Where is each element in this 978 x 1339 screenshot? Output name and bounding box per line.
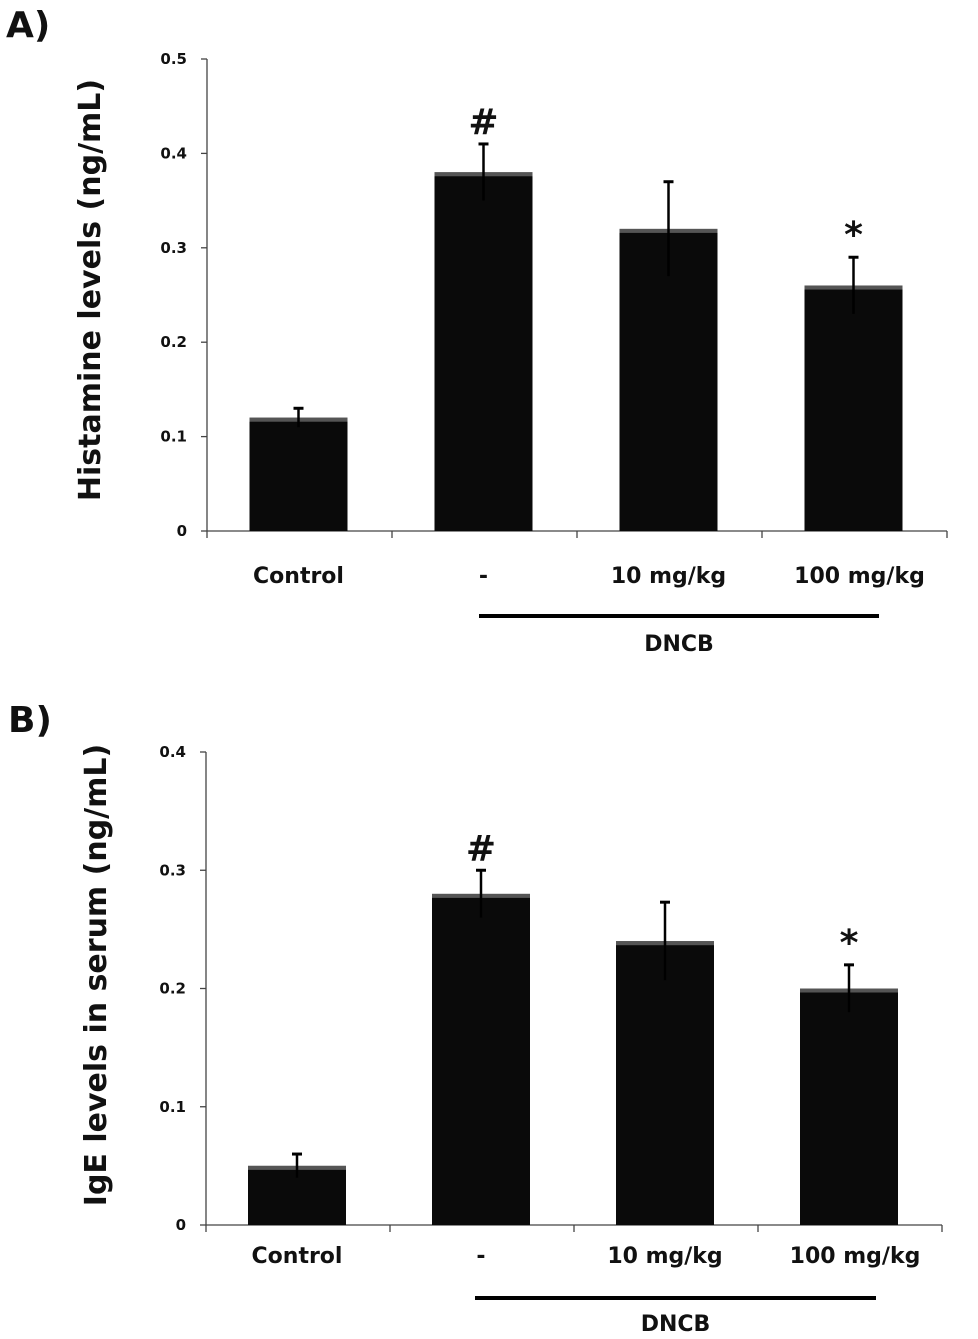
y-tick-label: 0 — [177, 522, 187, 540]
significance-marker: # — [466, 828, 496, 869]
x-category-label: 100 mg/kg — [794, 564, 925, 589]
x-category-label: - — [476, 1244, 485, 1269]
bar-1 — [432, 893, 530, 1225]
bar-0 — [249, 417, 348, 531]
y-tick-label: 0.4 — [160, 144, 187, 162]
group-label: DNCB — [644, 632, 714, 657]
chart-panel-b: B) 0 0.1 0.2 0.3 0.4 IgE levels in serum (ng/m… — [8, 700, 943, 1337]
x-category-label: 100 mg/kg — [790, 1244, 921, 1269]
y-tick-label: 0 — [176, 1216, 186, 1234]
y-tick-label: 0.5 — [160, 50, 187, 68]
y-tick-label: 0.1 — [159, 1098, 186, 1116]
bar-2 — [616, 941, 714, 1225]
y-tick-label: 0.2 — [159, 980, 186, 998]
chart-panel-a: A) 0 0.1 0.2 0.3 0.4 0.5 Histamine levels (ng/m… — [6, 5, 948, 657]
y-tick-label: 0.2 — [160, 333, 187, 351]
group-label: DNCB — [641, 1312, 711, 1337]
bar-2 — [619, 228, 718, 532]
significance-marker: # — [468, 102, 498, 143]
y-tick-label: 0.3 — [159, 861, 186, 879]
y-axis-label: Histamine levels (ng/mL) — [73, 79, 108, 501]
x-category-label: Control — [253, 564, 344, 589]
significance-marker: * — [844, 215, 863, 256]
x-category-label: - — [479, 564, 488, 589]
panel-label: B) — [8, 700, 52, 741]
y-axis-label: IgE levels in serum (ng/mL) — [79, 744, 114, 1206]
x-category-label: Control — [252, 1244, 343, 1269]
y-tick-label: 0.1 — [160, 428, 187, 446]
bar-3 — [800, 988, 898, 1225]
y-tick-label: 0.3 — [160, 239, 187, 257]
panel-label: A) — [6, 5, 50, 46]
bar-1 — [434, 172, 533, 531]
x-category-label: 10 mg/kg — [611, 564, 726, 589]
significance-marker: * — [840, 923, 859, 964]
y-tick-label: 0.4 — [159, 743, 186, 761]
x-category-label: 10 mg/kg — [607, 1244, 722, 1269]
bar-3 — [804, 285, 903, 531]
